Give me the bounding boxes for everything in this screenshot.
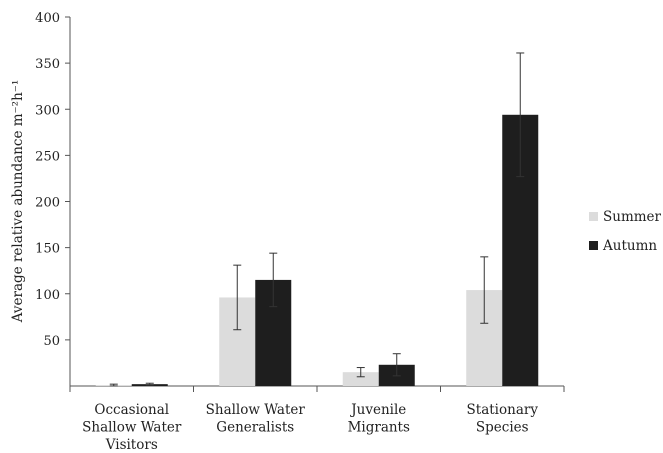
category-label: Visitors xyxy=(105,437,158,453)
legend-label-autumn: Autumn xyxy=(602,238,657,254)
y-tick-label: 300 xyxy=(35,103,60,118)
y-tick-label: 250 xyxy=(35,149,60,164)
legend-swatch-summer xyxy=(589,212,598,221)
category-label: Juvenile xyxy=(349,402,406,418)
y-tick-label: 100 xyxy=(35,288,60,303)
category-label: Occasional xyxy=(94,402,169,418)
category-label: Shallow Water xyxy=(206,402,306,418)
category-label: Migrants xyxy=(348,420,410,436)
legend-swatch-autumn xyxy=(589,241,598,250)
bars xyxy=(95,114,539,386)
y-tick-label: 50 xyxy=(43,334,60,349)
y-tick-label: 350 xyxy=(35,57,60,72)
error-bars xyxy=(109,52,525,387)
y-axis-title: Average relative abundance m⁻²h⁻¹ xyxy=(10,80,26,324)
y-tick-label: 200 xyxy=(35,196,60,211)
x-ticks xyxy=(69,386,565,392)
bar-summer xyxy=(342,372,379,386)
legend: Summer Autumn xyxy=(589,209,662,254)
y-tick-label: 150 xyxy=(35,242,60,257)
y-ticks: 50 100 150 200 250 300 350 400 xyxy=(35,11,70,349)
category-label: Generalists xyxy=(216,420,294,436)
y-tick-label: 400 xyxy=(35,11,60,26)
legend-label-summer: Summer xyxy=(603,209,662,225)
category-label: Stationary xyxy=(467,402,539,418)
category-label: Species xyxy=(476,420,529,436)
category-label: Shallow Water xyxy=(82,420,182,436)
